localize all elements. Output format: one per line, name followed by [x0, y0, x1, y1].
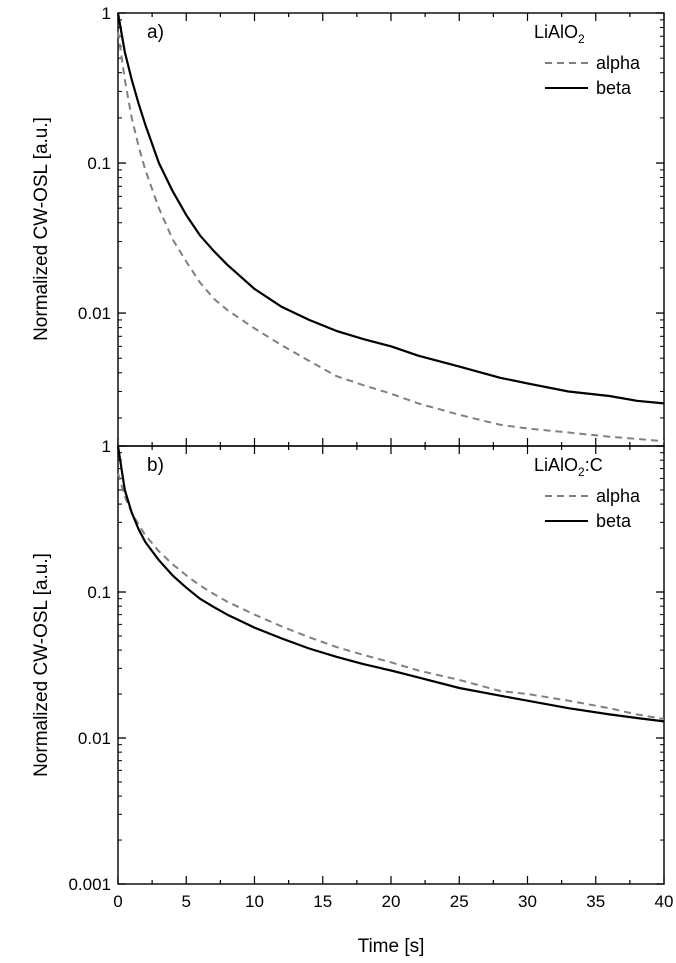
x-tick-label: 40 — [655, 892, 674, 911]
x-tick-label: 20 — [382, 892, 401, 911]
x-tick-label: 10 — [245, 892, 264, 911]
x-tick-label: 0 — [113, 892, 122, 911]
plot-frame — [117, 12, 665, 447]
series-line-alpha — [117, 473, 665, 720]
y-tick-label: 0.1 — [87, 154, 111, 173]
panel-label: a) — [147, 22, 164, 43]
x-axis-title: Time [s] — [358, 936, 425, 957]
legend-label-alpha: alpha — [596, 486, 641, 506]
legend-label-beta: beta — [596, 511, 632, 531]
panel-b: 1 0.1 0.01 0.001 b) Normalized CW-OSL [a.u.] L… — [31, 437, 665, 894]
series-line-beta — [116, 445, 665, 723]
plot-frame — [117, 445, 665, 885]
y-tick-label: 0.01 — [78, 304, 111, 323]
legend-label-alpha: alpha — [596, 53, 641, 73]
y-axis-title: Normalized CW-OSL [a.u.] — [31, 117, 52, 341]
legend-label-beta: beta — [596, 78, 632, 98]
x-tick-label: 35 — [586, 892, 605, 911]
y-tick-label: 0.01 — [78, 729, 111, 748]
panel-a: 1 0.1 0.01 a) Normalized CW-OSL [a.u.] LiAlO2… — [31, 4, 665, 447]
y-tick-label: 0.1 — [87, 583, 111, 602]
legend-title: LiAlO2:C — [534, 455, 603, 479]
y-tick-label: 1 — [102, 4, 111, 23]
x-tick-label: 30 — [518, 892, 537, 911]
panel-label: b) — [147, 455, 164, 476]
x-tick-label: 5 — [182, 892, 191, 911]
legend-title: LiAlO2 — [534, 22, 585, 46]
x-tick-label: 25 — [450, 892, 469, 911]
x-tick-label: 15 — [313, 892, 332, 911]
y-tick-label: 0.001 — [68, 875, 111, 894]
y-axis-title: Normalized CW-OSL [a.u.] — [31, 553, 52, 777]
y-tick-label: 1 — [102, 437, 111, 456]
series-line-beta — [116, 12, 665, 405]
